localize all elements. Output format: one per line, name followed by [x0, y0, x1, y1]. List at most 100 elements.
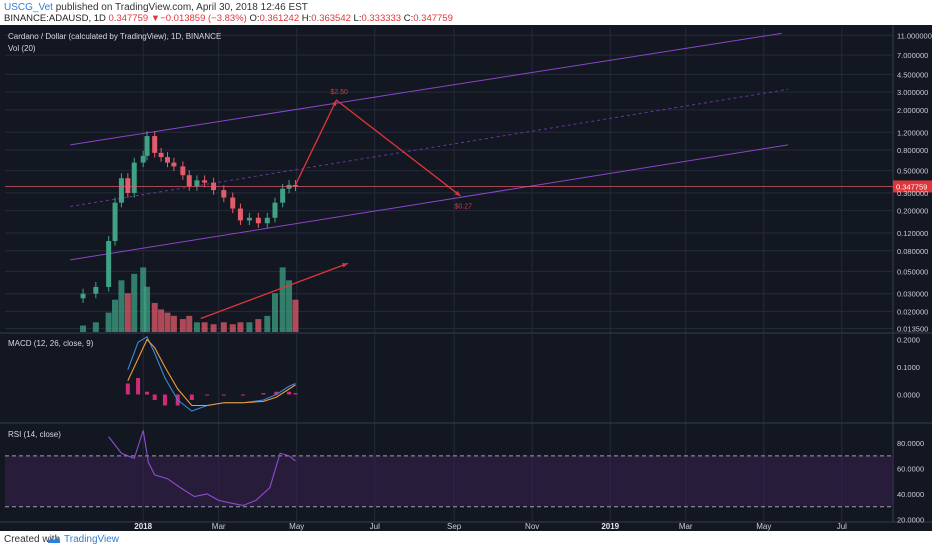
volume-bar-24	[271, 293, 278, 332]
macd-histogram-bar-12	[287, 391, 292, 395]
candle-body-10	[158, 152, 164, 158]
volume-bar-14	[186, 315, 193, 332]
price-axes: 0.347759 11.000000 7.000000 4.500000 3.00000…	[893, 31, 932, 334]
volume-bar-10	[158, 309, 165, 332]
last-price-label: 0.347759	[896, 182, 927, 191]
time-tick-2: May	[289, 522, 304, 531]
price-tick-0: 11.000000	[897, 31, 932, 40]
main-chart-title: Cardano / Dollar (calculated by TradingV…	[8, 32, 221, 41]
candle-body-22	[255, 217, 261, 224]
price-tick-15: 0.013500	[897, 325, 928, 334]
volume-bar-6	[131, 273, 138, 332]
volume-bar-17	[210, 324, 217, 332]
tradingview-logo-icon	[48, 538, 60, 543]
candle-body-25	[280, 188, 286, 203]
volume-bar-1	[92, 322, 99, 332]
candle-body-12	[171, 162, 177, 167]
volume-trend-arrow	[200, 262, 349, 320]
rsi-tick-0: 80.0000	[897, 439, 924, 448]
volume-bar-16	[201, 322, 208, 332]
candle-body-16	[202, 180, 208, 183]
macd-tick-2: 0.0000	[897, 391, 920, 400]
volume-bar-22	[255, 319, 262, 332]
candle-body-3	[112, 202, 118, 242]
price-tick-3: 3.000000	[897, 88, 928, 97]
price-candles	[80, 131, 298, 303]
volume-bar-23	[264, 315, 271, 332]
last-price-badge	[893, 180, 932, 193]
macd-tick-1: 0.1000	[897, 363, 920, 372]
channel-lines	[70, 32, 789, 261]
price-tick-2: 4.500000	[897, 70, 928, 79]
time-tick-9: Jul	[837, 522, 847, 531]
time-axis: 2018 Mar May Jul Sep Nov 2019 Mar May Jul	[134, 522, 847, 531]
macd-indicator-label: MACD (12, 26, close, 9)	[8, 339, 94, 348]
chart-area[interactable]: $2.50 $0.27 0.2000 0.1000 0.0000 80.0000 60.…	[0, 25, 932, 531]
rsi-tick-2: 40.0000	[897, 490, 924, 499]
price-tick-8: 0.300000	[897, 189, 928, 198]
projection-arrowhead-down	[454, 190, 461, 196]
candle-body-11	[165, 157, 171, 163]
last-price: 0.347759	[108, 13, 149, 24]
candle-body-4	[118, 178, 124, 203]
high-label: H:	[301, 13, 312, 24]
macd-histogram-bar-6	[189, 394, 194, 400]
high-value: 0.363542	[311, 13, 351, 24]
publication-line: USCG_Vet published on TradingView.com, A…	[4, 2, 308, 13]
volume-bar-9	[151, 302, 158, 332]
macd-pane: 0.2000 0.1000 0.0000	[125, 335, 920, 412]
candle-body-5	[125, 178, 131, 193]
published-text: published on TradingView.com, April 30, …	[52, 2, 308, 13]
volume-bar-18	[220, 322, 227, 332]
price-tick-10: 0.120000	[897, 229, 928, 238]
candle-body-19	[230, 197, 236, 209]
volume-bar-25	[279, 267, 286, 332]
rsi-pane: 80.0000 60.0000 40.0000 20.0000	[5, 430, 924, 524]
time-tick-5: Nov	[525, 522, 539, 531]
time-tick-4: Sep	[447, 522, 462, 531]
time-tick-7: Mar	[679, 522, 693, 531]
candle-body-14	[186, 175, 192, 187]
candle-body-13	[180, 166, 186, 176]
price-tick-1: 7.000000	[897, 51, 928, 60]
annotation-label-1: $0.27	[455, 204, 473, 211]
candle-body-8	[144, 136, 150, 156]
projection-arrowhead-up	[331, 100, 337, 107]
price-tick-7: 0.500000	[897, 167, 928, 176]
candle-body-7	[140, 155, 146, 163]
macd-histogram-bar-8	[221, 394, 226, 396]
volume-bar-7	[140, 267, 147, 332]
channel-line-upper	[70, 32, 782, 146]
candle-body-23	[264, 217, 270, 224]
volume-bar-21	[246, 322, 253, 332]
candle-body-18	[221, 190, 227, 198]
volume-bar-19	[229, 324, 236, 332]
volume-trend-arrowhead	[341, 263, 348, 268]
macd-tick-0: 0.2000	[897, 336, 920, 345]
macd-histogram-bar-1	[136, 378, 141, 395]
chart-background	[0, 25, 932, 531]
macd-histogram-bar-13	[293, 393, 298, 395]
time-tick-8: May	[756, 522, 771, 531]
volume-bar-2	[105, 312, 112, 332]
macd-signal-line	[127, 338, 296, 407]
author-link[interactable]: USCG_Vet	[4, 2, 53, 13]
price-tick-9: 0.200000	[897, 207, 928, 216]
volume-bar-15	[193, 322, 200, 332]
rsi-tick-1: 60.0000	[897, 465, 924, 474]
open-value: 0.361242	[259, 13, 300, 24]
footer-bar: Created with TradingView	[0, 531, 932, 550]
rsi-indicator-label: RSI (14, close)	[8, 430, 61, 439]
volume-indicator-label: Vol (20)	[8, 44, 36, 53]
close-value: 0.347759	[413, 13, 453, 24]
annotation-label-0: $2.50	[330, 89, 348, 96]
macd-histogram-bar-7	[205, 394, 210, 396]
volume-bar-12	[170, 315, 177, 332]
candle-body-6	[131, 162, 137, 193]
time-tick-1: Mar	[212, 522, 226, 531]
macd-line	[127, 335, 296, 412]
volume-bar-5	[124, 293, 131, 332]
tradingview-brand-link[interactable]: TradingView	[64, 534, 120, 545]
time-tick-0: 2018	[134, 522, 152, 531]
price-tick-13: 0.030000	[897, 290, 928, 299]
